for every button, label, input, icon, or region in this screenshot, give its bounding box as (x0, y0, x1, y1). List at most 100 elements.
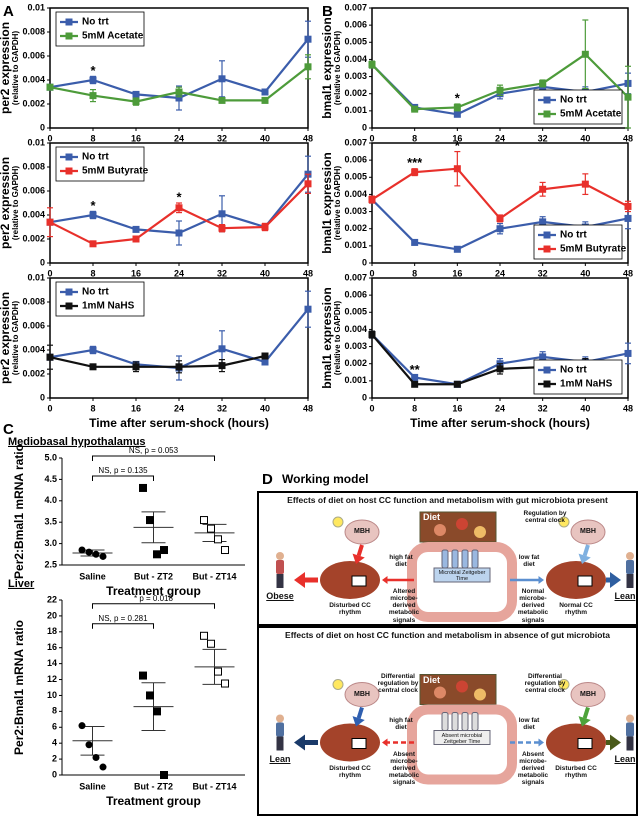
y-tick-label: 0 (362, 257, 367, 267)
zeitgeber-box (433, 567, 491, 583)
legend-box (533, 359, 623, 395)
x-tick-label: 40 (260, 403, 270, 413)
x-tick-label: 48 (303, 133, 313, 143)
legend-label: No trt (560, 365, 587, 376)
marker (304, 35, 312, 43)
point (200, 631, 208, 640)
person-body (626, 560, 634, 574)
marker (132, 90, 140, 98)
brain (344, 682, 380, 707)
y-tick-label: 10 (47, 690, 57, 700)
liver (320, 723, 380, 762)
x-tick-label: 32 (538, 403, 548, 413)
marker (304, 180, 312, 188)
point (200, 516, 208, 525)
marker (261, 96, 269, 104)
marker (453, 380, 461, 388)
significance-label: * (176, 189, 182, 204)
point (85, 548, 93, 556)
x-tick-label: 48 (303, 268, 313, 278)
point (85, 741, 93, 749)
person-body (276, 560, 284, 574)
rhythm-icon (351, 575, 367, 587)
y-tick-label: 2 (52, 753, 57, 763)
y-tick-label: 0 (362, 122, 367, 132)
comparison-bracket (92, 475, 154, 481)
point (139, 671, 147, 680)
person-legs (276, 574, 284, 588)
person-head (626, 714, 634, 723)
person-legs (626, 736, 634, 751)
food (434, 524, 446, 536)
y-tick-label: 16 (47, 642, 57, 652)
legend-label: No trt (82, 287, 109, 298)
light-bulb (332, 679, 344, 690)
marker (46, 83, 54, 91)
marker (89, 211, 97, 219)
arrow-head (352, 553, 365, 564)
legend-label: 5mM Butyrate (82, 166, 149, 177)
arrow-head (382, 738, 388, 747)
y-tick-label: 0.008 (22, 296, 45, 306)
marker (218, 345, 226, 353)
arrow-head (352, 716, 365, 727)
y-axis-note: (relative to GAPDH) (11, 31, 20, 106)
x-tick-label: 0 (47, 133, 52, 143)
significance-label: * (90, 63, 96, 78)
marker (261, 88, 269, 96)
marker (453, 110, 461, 118)
x-tick-label: 0 (369, 133, 374, 143)
x-tick-label: 32 (538, 133, 548, 143)
person-legs (276, 736, 284, 751)
x-tick-label: 8 (412, 133, 417, 143)
brain (570, 682, 606, 707)
marker (218, 224, 226, 232)
light-bulb (558, 516, 570, 528)
person-head (276, 552, 284, 560)
y-tick-label: 20 (47, 610, 57, 620)
y-tick-label: 3.5 (44, 517, 57, 527)
outcome-label: Obese (266, 591, 294, 601)
point (146, 516, 154, 525)
rhythm-icon (577, 575, 593, 587)
marker (89, 92, 97, 100)
arrow-head (294, 734, 305, 751)
y-tick-label: 22 (47, 594, 57, 604)
marker (175, 88, 183, 96)
y-tick-label: 0.001 (344, 105, 367, 115)
x-tick-label: 40 (260, 133, 270, 143)
y-tick-label: 0.007 (344, 137, 367, 147)
x-tick-label: 16 (131, 268, 141, 278)
marker (175, 229, 183, 237)
y-axis-label: bmal1 expression (320, 17, 334, 118)
y-tick-label: 0.006 (344, 290, 367, 300)
marker (453, 245, 461, 253)
outcome-label: Lean (614, 591, 636, 601)
rhythm-label: Normal CC rhythm (559, 602, 593, 617)
y-axis-note: (relative to GAPDH) (333, 31, 342, 106)
y-tick-label: 0.006 (344, 155, 367, 165)
y-tick-label: 0.006 (22, 320, 45, 330)
intestine (407, 704, 517, 785)
y-tick-label: 4 (52, 738, 57, 748)
legend-marker (65, 288, 73, 296)
marker (368, 331, 376, 339)
y-tick-label: 0.008 (22, 26, 45, 36)
legend-marker (65, 18, 73, 26)
y-tick-label: 0.002 (344, 223, 367, 233)
y-tick-label: 0.004 (22, 74, 45, 84)
x-tick-label: But - ZT2 (134, 571, 173, 581)
marker (132, 98, 140, 106)
diet-type-label: low fat diet (518, 554, 540, 569)
marker (411, 238, 419, 246)
arrow-shaft (356, 706, 364, 719)
signal-label: Absent microbe-derived metabolic signals (388, 750, 420, 787)
y-tick-label: 0.005 (344, 172, 367, 182)
legend-label: 5mM Acetate (560, 109, 622, 120)
y-tick-label: 14 (47, 658, 57, 668)
significance-label: ** (410, 362, 421, 377)
x-tick-label: Saline (79, 781, 106, 791)
marker (496, 86, 504, 94)
